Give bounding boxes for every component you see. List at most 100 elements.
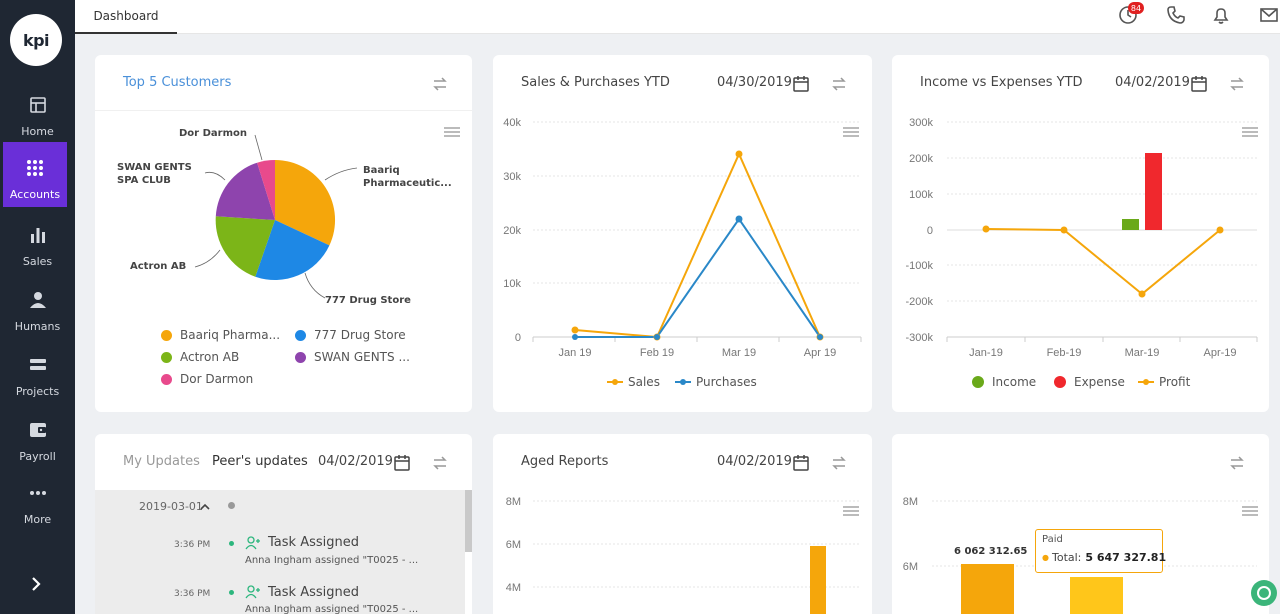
- sidebar-item-payroll[interactable]: Payroll: [0, 405, 75, 469]
- home-icon: [28, 95, 48, 115]
- card-title: Aged Reports: [521, 454, 609, 469]
- top-bar: Dashboard: [75, 0, 1280, 34]
- series-line-sales[interactable]: [574, 151, 821, 339]
- feed-time: 3:36 PM: [174, 589, 211, 599]
- sidebar-item-accounts[interactable]: Accounts: [3, 142, 67, 207]
- legend-item[interactable]: Profit: [1138, 375, 1190, 389]
- legend-item[interactable]: Income: [972, 375, 1036, 389]
- tab-dashboard[interactable]: Dashboard: [75, 0, 177, 34]
- card-title: Income vs Expenses YTD: [920, 75, 1083, 90]
- menu-icon[interactable]: [444, 127, 460, 139]
- refresh-icon[interactable]: [430, 453, 450, 473]
- pie-slice-dor-darmon[interactable]: [257, 159, 275, 220]
- sidebar-item-sales[interactable]: Sales: [0, 210, 75, 274]
- scrollbar[interactable]: [465, 490, 472, 552]
- x-tick: Feb-19: [1047, 347, 1082, 359]
- legend-item[interactable]: Purchases: [675, 375, 757, 389]
- phone-icon[interactable]: [1165, 4, 1187, 26]
- menu-icon[interactable]: [1242, 506, 1258, 518]
- legend-item[interactable]: Sales: [607, 375, 660, 389]
- sidebar-item-home[interactable]: Home: [0, 80, 75, 144]
- feed-item-title[interactable]: Task Assigned: [268, 535, 359, 550]
- paid-bar-chart: 8M 6M: [903, 496, 1257, 614]
- series-line-purchases[interactable]: [575, 217, 821, 338]
- bar[interactable]: [961, 564, 1014, 614]
- refresh-icon[interactable]: [829, 74, 849, 94]
- sidebar-item-label: Humans: [14, 320, 61, 333]
- updates-feed: [95, 490, 465, 614]
- legend-item[interactable]: Actron AB: [161, 350, 239, 364]
- y-tick: -100k: [905, 260, 933, 272]
- calendar-icon[interactable]: [791, 453, 811, 473]
- date-value: 04/02/2019: [717, 454, 792, 469]
- pie-label: Pharmaceutic...: [363, 178, 452, 189]
- pie-slice-777-drug-store[interactable]: [255, 220, 330, 281]
- legend-dot: [972, 376, 984, 388]
- refresh-icon[interactable]: [1227, 74, 1247, 94]
- chevron-right-icon[interactable]: [26, 574, 46, 594]
- y-tick: 4M: [506, 582, 521, 594]
- sidebar-item-label: Payroll: [19, 450, 56, 463]
- sidebar-item-label: Projects: [15, 385, 60, 398]
- legend-item[interactable]: Baariq Pharma...: [161, 328, 280, 342]
- menu-icon[interactable]: [1242, 127, 1258, 139]
- sidebar-item-humans[interactable]: Humans: [0, 275, 75, 339]
- series-line-profit[interactable]: [985, 228, 1221, 296]
- feed-group-date: 2019-03-01: [139, 500, 203, 513]
- calendar-icon[interactable]: [1189, 74, 1209, 94]
- feed-item-text: Anna Ingham assigned "T0025 - ...: [245, 555, 419, 566]
- bar[interactable]: [810, 546, 826, 614]
- legend-item[interactable]: SWAN GENTS ...: [295, 350, 410, 364]
- tooltip: Paid ● Total: 5 647 327.81: [1035, 529, 1167, 573]
- legend-item[interactable]: 777 Drug Store: [295, 328, 406, 342]
- chat-bubble-icon[interactable]: [1251, 580, 1277, 606]
- refresh-icon[interactable]: [430, 74, 450, 94]
- refresh-icon[interactable]: [829, 453, 849, 473]
- data-point: [735, 150, 743, 158]
- app-logo[interactable]: kpi: [10, 14, 62, 66]
- legend-dot: [295, 351, 306, 363]
- x-tick: Mar-19: [1125, 347, 1160, 359]
- y-tick: -200k: [905, 296, 933, 308]
- card-title: Sales & Purchases YTD: [521, 75, 670, 90]
- sidebar-item-projects[interactable]: Projects: [0, 340, 75, 404]
- legend-item[interactable]: Dor Darmon: [161, 372, 253, 386]
- x-tick: Apr-19: [1203, 347, 1236, 359]
- bar-income[interactable]: [1122, 219, 1139, 230]
- y-tick: 100k: [909, 189, 933, 201]
- menu-icon[interactable]: [843, 506, 859, 518]
- mail-icon[interactable]: [1258, 4, 1280, 26]
- pie-slice-swan-gents[interactable]: [215, 162, 275, 220]
- bar-expense[interactable]: [1145, 153, 1162, 230]
- pie-label: Actron AB: [130, 261, 187, 272]
- y-tick: 20k: [503, 225, 521, 237]
- data-point: [1060, 226, 1068, 234]
- x-tick: Apr 19: [804, 347, 836, 359]
- chevron-up-icon[interactable]: [199, 498, 211, 510]
- tab-peers-updates[interactable]: Peer's updates: [212, 454, 308, 469]
- card-title[interactable]: Top 5 Customers: [123, 75, 232, 90]
- updates-card: My Updates Peer's updates 04/02/2019 201…: [95, 434, 472, 614]
- data-point: [982, 225, 990, 233]
- y-tick: 300k: [909, 117, 933, 129]
- calendar-icon[interactable]: [791, 74, 811, 94]
- pie-slice-baariq[interactable]: [275, 159, 336, 246]
- calendar-icon[interactable]: [392, 453, 412, 473]
- grid-icon: [25, 158, 45, 178]
- pie-slice-actron-ab[interactable]: [215, 216, 275, 277]
- feed-item-title[interactable]: Task Assigned: [268, 585, 359, 600]
- bar-paid[interactable]: [1070, 577, 1123, 614]
- x-tick: Jan 19: [558, 347, 591, 359]
- legend-item[interactable]: Expense: [1054, 375, 1125, 389]
- line-chart: 40k 30k 20k 10k 0 Jan 19 Feb 19 Mar 19 A…: [503, 117, 862, 359]
- sidebar-item-more[interactable]: More: [0, 468, 75, 532]
- bell-icon[interactable]: [1210, 4, 1232, 26]
- y-tick: 40k: [503, 117, 521, 129]
- refresh-icon[interactable]: [1227, 453, 1247, 473]
- pie-label: Baariq: [363, 165, 400, 176]
- user-assign-icon: [245, 535, 261, 550]
- tab-my-updates[interactable]: My Updates: [123, 454, 200, 469]
- sidebar: kpi Home Accounts Sales Humans Projects: [0, 0, 75, 614]
- tooltip-row: ● Total: 5 647 327.81: [1042, 551, 1167, 564]
- menu-icon[interactable]: [843, 127, 859, 139]
